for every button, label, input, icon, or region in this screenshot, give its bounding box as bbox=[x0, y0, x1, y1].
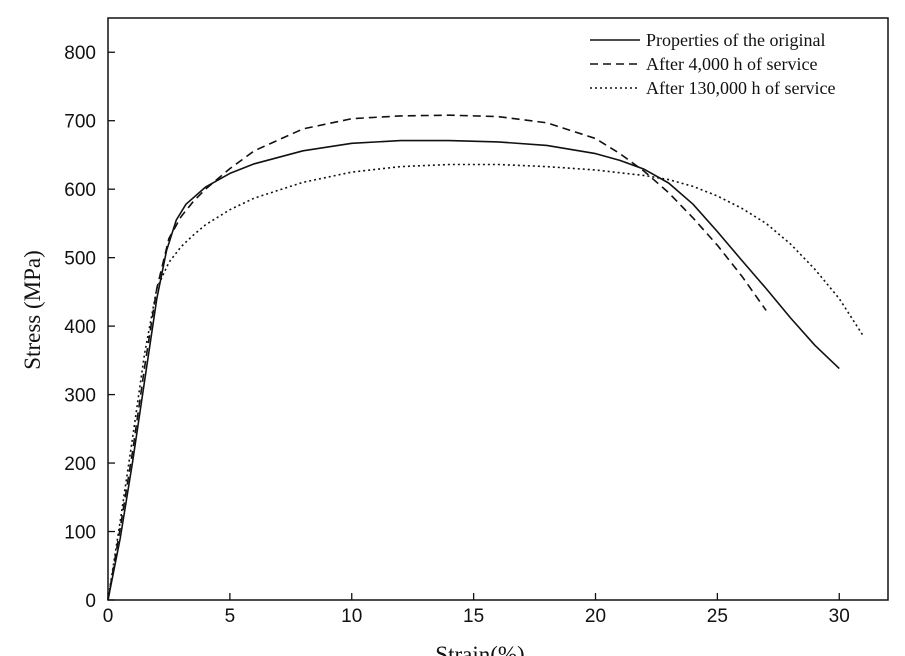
x-tick-label: 0 bbox=[103, 606, 114, 627]
legend-label-1: Properties of the original bbox=[646, 30, 825, 50]
series-layer bbox=[107, 114, 865, 601]
legend: Properties of the original After 4,000 h … bbox=[590, 30, 835, 98]
x-tick-label: 15 bbox=[463, 606, 484, 627]
series-line-3 bbox=[107, 163, 865, 601]
x-axis-title: Strain(%) bbox=[435, 642, 524, 656]
y-tick-label: 700 bbox=[64, 112, 96, 133]
y-tick-label: 200 bbox=[64, 454, 96, 475]
x-tick-label: 20 bbox=[585, 606, 606, 627]
x-tick-label: 30 bbox=[829, 606, 850, 627]
x-tick-label: 5 bbox=[225, 606, 236, 627]
series-line-2 bbox=[107, 114, 767, 601]
y-tick-label: 500 bbox=[64, 249, 96, 270]
x-axis-ticks: 0 5 10 15 20 25 30 bbox=[103, 593, 850, 627]
y-tick-label: 0 bbox=[85, 591, 96, 612]
y-tick-label: 300 bbox=[64, 386, 96, 407]
x-tick-label: 25 bbox=[707, 606, 728, 627]
y-tick-label: 400 bbox=[64, 317, 96, 338]
y-tick-label: 100 bbox=[64, 523, 96, 544]
legend-label-2: After 4,000 h of service bbox=[646, 54, 817, 74]
y-axis-title: Stress (MPa) bbox=[20, 250, 45, 369]
y-tick-label: 800 bbox=[64, 43, 96, 64]
y-tick-label: 600 bbox=[64, 180, 96, 201]
x-tick-label: 10 bbox=[341, 606, 362, 627]
y-axis-ticks: 0 100 200 300 400 500 600 700 800 bbox=[64, 43, 115, 612]
legend-label-3: After 130,000 h of service bbox=[646, 78, 835, 98]
series-line-1 bbox=[107, 139, 840, 601]
plot-frame bbox=[107, 17, 889, 601]
